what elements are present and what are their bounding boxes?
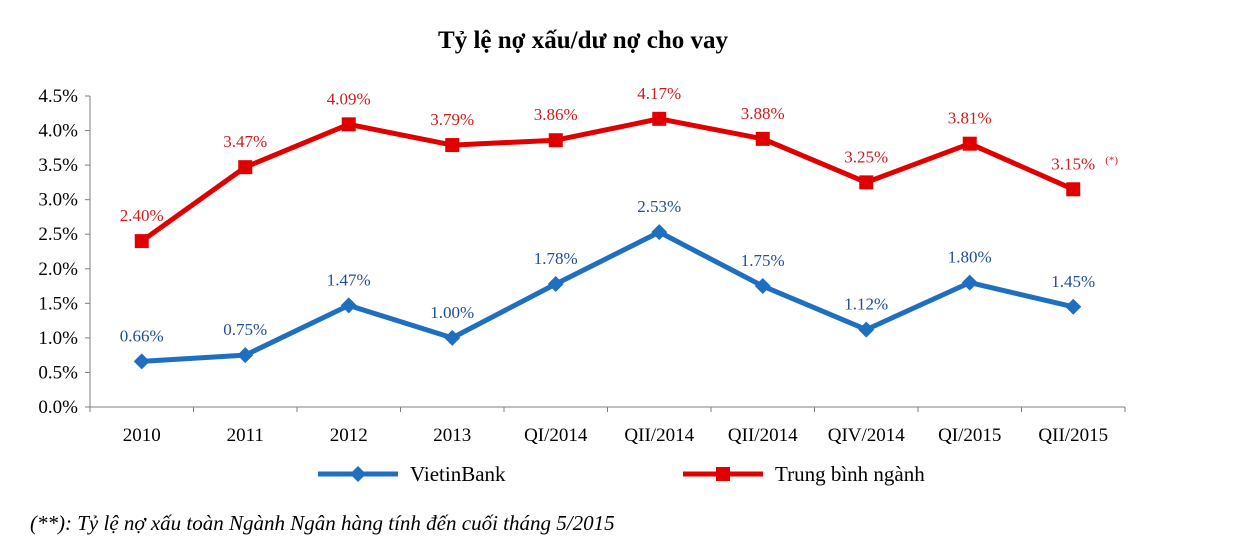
y-tick-label: 3.5% (38, 155, 78, 176)
x-tick-label: QII/2014 (624, 425, 694, 446)
x-tick-label: QIV/2014 (828, 425, 906, 446)
y-tick-label: 1.0% (38, 328, 78, 349)
x-tick-label: 2012 (330, 425, 368, 446)
y-tick-label: 0.5% (38, 362, 78, 383)
x-tick-label: 2011 (227, 425, 264, 446)
y-tick-label: 3.0% (38, 190, 78, 211)
vietinbank-data-label: 2.53% (637, 197, 681, 216)
legend-industry-average-marker (716, 467, 730, 481)
legend-vietinbank-label: VietinBank (410, 462, 506, 486)
vietinbank-data-label: 1.75% (741, 251, 785, 270)
vietinbank-marker (1065, 298, 1082, 315)
vietinbank-marker (237, 347, 254, 364)
industry-average-data-label: 3.15% (1051, 154, 1095, 173)
nonperforming-loan-chart: Tỷ lệ nợ xấu/dư nợ cho vay 0.0% 0.5% 1.0% 1… (38, 27, 1126, 486)
vietinbank-data-label: 1.00% (430, 303, 474, 322)
industry-average-marker (445, 138, 460, 153)
industry-average-marker (134, 234, 149, 249)
x-tick-label: 2013 (433, 425, 471, 446)
legend: VietinBank Trung bình ngành (318, 462, 925, 486)
x-tick-label: QI/2014 (524, 425, 588, 446)
industry-average-marker (238, 160, 253, 175)
vietinbank-data-label: 1.12% (844, 295, 888, 314)
x-tick-label: QII/2015 (1038, 425, 1108, 446)
x-tick-label: 2010 (123, 425, 161, 446)
vietinbank-marker (133, 353, 150, 370)
vietinbank-data-label: 0.75% (223, 320, 267, 339)
industry-average-marker (962, 136, 977, 151)
vietinbank-data-label: 1.47% (327, 270, 371, 289)
industry-average-data-label: 3.47% (223, 132, 267, 151)
industry-average-line (140, 116, 1075, 244)
y-tick-label: 1.5% (38, 293, 78, 314)
axes: 0.0% 0.5% 1.0% 1.5% 2.0% 2.5% 3.0% 3.5% 4.0% 4.5%… (38, 86, 1126, 446)
industry-average-data-label: 4.09% (327, 89, 371, 108)
industry-average-marker (652, 111, 667, 126)
industry-average-marker (548, 133, 563, 148)
y-tick-label: 0.0% (38, 397, 78, 418)
legend-industry-average-label: Trung bình ngành (775, 462, 925, 486)
industry-average-marker (755, 131, 770, 146)
industry-average-data-label: 2.40% (120, 206, 164, 225)
y-tick-label: 2.0% (38, 259, 78, 280)
y-tick-label: 2.5% (38, 224, 78, 245)
industry-average-data-label: 3.88% (741, 104, 785, 123)
industry-average-data-label: 4.17% (637, 84, 681, 103)
vietinbank-data-label: 1.45% (1051, 272, 1095, 291)
industry-average-data-label: 3.25% (844, 147, 888, 166)
vietinbank-marker (444, 329, 461, 346)
industry-average-marker (341, 117, 356, 132)
industry-average-marker (1066, 182, 1081, 197)
y-tick-label: 4.0% (38, 121, 78, 142)
vietinbank-marker (547, 275, 564, 292)
vietinbank-data-label: 0.66% (120, 326, 164, 345)
industry-average-data-label: 3.81% (948, 109, 992, 128)
vietinbank-marker (754, 278, 771, 295)
series-lines (133, 111, 1082, 370)
x-tick-label: QI/2015 (938, 425, 1001, 446)
vietinbank-data-label: 1.80% (948, 248, 992, 267)
vietinbank-marker (961, 274, 978, 291)
legend-vietinbank-marker (350, 466, 366, 482)
industry-average-marker (859, 175, 874, 190)
vietinbank-line (141, 229, 1074, 364)
footnote: (**): Tỷ lệ nợ xấu toàn Ngành Ngân hàng … (30, 511, 615, 535)
x-tick-label: QII/2014 (728, 425, 798, 446)
vietinbank-data-label: 1.78% (534, 249, 578, 268)
vietinbank-marker (340, 297, 357, 314)
industry-average-data-label: 3.86% (534, 105, 578, 124)
chart-title: Tỷ lệ nợ xấu/dư nợ cho vay (438, 27, 728, 54)
vietinbank-marker (651, 224, 668, 241)
vietinbank-marker (858, 321, 875, 338)
y-tick-label: 4.5% (38, 86, 78, 107)
industry-average-data-label: 3.79% (430, 110, 474, 129)
annotation-note: (*) (1105, 154, 1118, 166)
data-labels: 0.66% 0.75% 1.47% 1.00% 1.78% 2.53% 1.75% 1.12%… (120, 84, 1119, 346)
